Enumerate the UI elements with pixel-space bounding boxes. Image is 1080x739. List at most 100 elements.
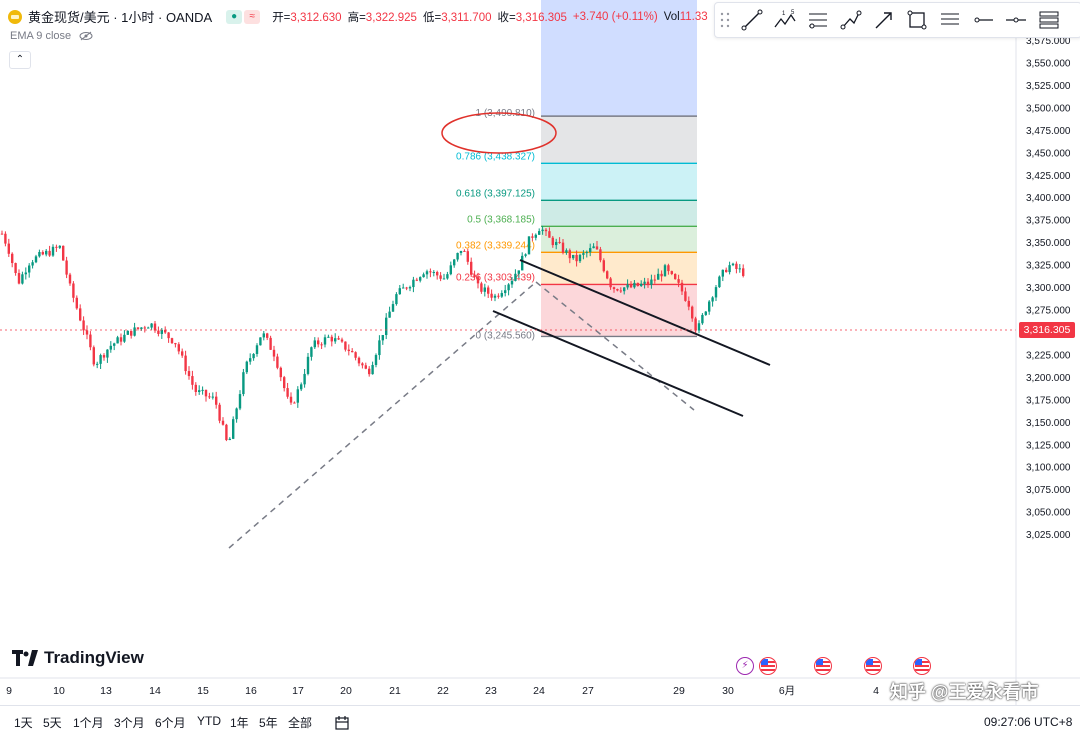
candle-body bbox=[249, 358, 252, 362]
candle-body bbox=[34, 256, 38, 263]
current-price-tag: 3,316.305 bbox=[1019, 322, 1075, 338]
range-1d[interactable]: 1天 bbox=[14, 716, 33, 730]
rectangle-icon[interactable] bbox=[900, 5, 933, 35]
candle-body bbox=[422, 274, 425, 278]
channel-upper-line[interactable] bbox=[519, 259, 771, 366]
candle-body bbox=[555, 241, 558, 246]
logo-text: TradingView bbox=[44, 648, 144, 667]
calendar-range-icon[interactable] bbox=[334, 715, 350, 731]
ohlc-open-value: 3,312.630 bbox=[290, 11, 342, 24]
horizontal-ray-icon[interactable] bbox=[966, 5, 999, 35]
range-6m[interactable]: 6个月 bbox=[155, 716, 186, 730]
us-flag-icon[interactable] bbox=[864, 657, 882, 675]
candle-body bbox=[252, 353, 255, 359]
candle-body bbox=[92, 347, 95, 365]
time-axis-label: 21 bbox=[389, 685, 401, 697]
dashed-trend-line-1[interactable] bbox=[228, 281, 537, 549]
trend-drawings[interactable] bbox=[228, 112, 771, 549]
fib-channel-icon[interactable] bbox=[1032, 5, 1065, 35]
text-lines-icon[interactable] bbox=[933, 5, 966, 35]
horizontal-line-icon[interactable] bbox=[999, 5, 1032, 35]
candle-body bbox=[75, 297, 78, 309]
price-axis-label: 3,150.000 bbox=[1026, 418, 1071, 429]
range-all[interactable]: 全部 bbox=[288, 716, 313, 730]
candle-body bbox=[623, 287, 626, 292]
highlight-ellipse[interactable] bbox=[441, 112, 557, 154]
price-axis-label: 3,575.000 bbox=[1026, 36, 1071, 47]
candle-body bbox=[14, 263, 17, 274]
candle-body bbox=[351, 351, 354, 353]
wave-icon[interactable]: ≈ bbox=[244, 9, 261, 24]
candle-body bbox=[721, 269, 724, 277]
dashed-trend-line-2[interactable] bbox=[535, 281, 695, 411]
candle-body bbox=[429, 271, 432, 273]
symbol-title[interactable]: 黄金现货/美元 · 1小时 · OANDA bbox=[28, 10, 213, 25]
us-flag-icon[interactable] bbox=[759, 657, 777, 675]
candle-body bbox=[21, 274, 24, 284]
ohlc-low-value: 3,311.700 bbox=[441, 11, 492, 24]
candle-body bbox=[701, 314, 704, 324]
watermark: 知乎 @王爱永看市 bbox=[890, 682, 1039, 702]
drag-handle-icon[interactable] bbox=[719, 10, 731, 30]
price-axis-label: 3,300.000 bbox=[1026, 283, 1071, 294]
candle-body bbox=[650, 279, 653, 285]
range-5y[interactable]: 5年 bbox=[259, 716, 278, 730]
range-1m[interactable]: 1个月 bbox=[73, 716, 104, 730]
candle-body bbox=[728, 265, 731, 273]
arrow-icon[interactable] bbox=[867, 5, 900, 35]
candlestick-series[interactable] bbox=[0, 225, 745, 442]
candle-body bbox=[667, 265, 670, 272]
candle-body bbox=[45, 250, 48, 255]
ohlc-high-value: 3,322.925 bbox=[365, 11, 417, 24]
candle-body bbox=[395, 294, 398, 305]
eye-slash-icon[interactable] bbox=[79, 31, 93, 41]
candle-body bbox=[602, 260, 605, 272]
candle-body bbox=[419, 277, 422, 281]
candle-body bbox=[490, 293, 493, 298]
us-flag-icon[interactable] bbox=[814, 657, 832, 675]
candle-body bbox=[531, 236, 534, 238]
trend-line-icon[interactable] bbox=[735, 5, 768, 35]
ema-label[interactable]: EMA 9 close bbox=[10, 30, 72, 42]
indicator-legend[interactable]: EMA 9 close bbox=[10, 30, 93, 42]
price-change: +3.740 (+0.11%) bbox=[573, 11, 658, 23]
candle-body bbox=[653, 279, 656, 281]
candle-body bbox=[572, 254, 575, 259]
ohlc-open-label: 开= bbox=[272, 11, 291, 24]
path-icon[interactable] bbox=[834, 5, 867, 35]
range-1y[interactable]: 1年 bbox=[230, 716, 249, 730]
fib-zone bbox=[541, 200, 697, 227]
time-axis-label: 27 bbox=[582, 685, 594, 697]
ohlc-close-label: 收= bbox=[497, 11, 516, 24]
candle-body bbox=[646, 281, 650, 285]
price-axis-label: 3,375.000 bbox=[1026, 216, 1071, 227]
candle-body bbox=[344, 341, 347, 350]
channel-lower-line[interactable] bbox=[492, 310, 744, 417]
candle-body bbox=[113, 343, 116, 346]
range-5d[interactable]: 5天 bbox=[43, 716, 62, 730]
fib-level-label: 0.236 (3,303.439) bbox=[456, 272, 535, 283]
candle-body bbox=[606, 271, 609, 279]
time-axis[interactable]: 9 10 13 14 15 16 17 20 21 22 23 24 27 29 30 6月 4 bbox=[6, 685, 879, 697]
lightning-icon[interactable]: ⚡ bbox=[736, 657, 754, 675]
tradingview-logo: TradingView bbox=[12, 648, 144, 668]
price-axis-label: 3,225.000 bbox=[1026, 350, 1071, 361]
fib-extension-zone bbox=[541, 0, 697, 117]
range-ytd[interactable]: YTD bbox=[197, 714, 221, 728]
us-flag-icon[interactable] bbox=[913, 657, 931, 675]
candle-body bbox=[636, 282, 639, 286]
price-axis[interactable]: 3,575.000 3,550.000 3,525.000 3,500.000 3,47… bbox=[1026, 36, 1071, 541]
candle-body bbox=[228, 438, 231, 441]
fib-retracement-drawing[interactable]: 1 (3,490.810)0.786 (3,438.327)0.618 (3,3… bbox=[456, 0, 697, 341]
time-axis-label: 29 bbox=[673, 685, 685, 697]
clock[interactable]: 09:27:06 UTC+8 bbox=[984, 715, 1073, 729]
chevron-up-icon[interactable]: ⌃ bbox=[9, 51, 31, 69]
time-axis-label: 23 bbox=[485, 685, 497, 697]
fib-retracement-icon[interactable] bbox=[801, 5, 834, 35]
market-open-icon[interactable]: ● bbox=[226, 9, 243, 24]
candle-body bbox=[38, 252, 41, 257]
range-3m[interactable]: 3个月 bbox=[114, 716, 145, 730]
candle-body bbox=[167, 332, 170, 339]
